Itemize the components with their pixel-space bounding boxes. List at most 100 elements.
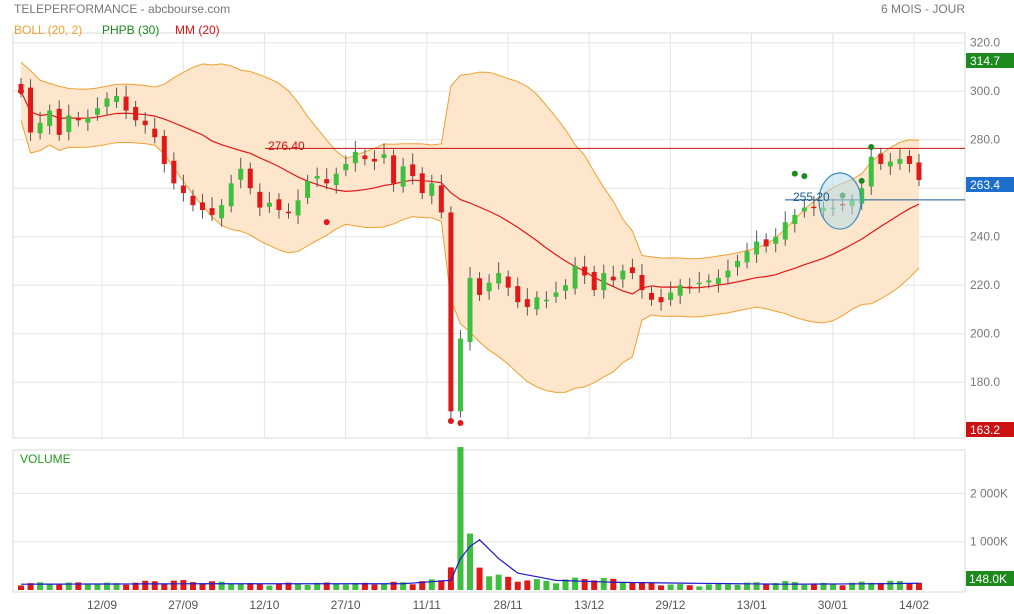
price-tick-label: 300.0: [970, 84, 1000, 98]
level-low-label: 255.20: [793, 190, 830, 204]
volume-bar: [199, 583, 206, 590]
candle-body: [496, 273, 502, 284]
volume-bar: [256, 583, 263, 590]
candle-body: [85, 117, 91, 123]
candle-body: [859, 188, 865, 204]
candle-body: [371, 158, 377, 162]
volume-bar: [275, 583, 282, 590]
volume-bar: [400, 582, 407, 590]
candle-body: [801, 207, 807, 212]
volume-bar: [467, 533, 473, 590]
volume-bar: [610, 578, 617, 590]
min-price-value: 163.2: [970, 423, 1000, 437]
phpb-marker: [868, 143, 875, 150]
volume-bar: [839, 585, 846, 590]
date-axis: 12/09 27/09 12/10 27/10 11/11 28/11 13/12 29/12…: [87, 598, 929, 612]
volume-bar: [486, 576, 493, 590]
candle-body: [477, 278, 483, 295]
candle-body: [467, 277, 473, 343]
candle-body: [343, 163, 349, 171]
volume-average: [20, 538, 920, 585]
candle-body: [668, 292, 674, 301]
period-label[interactable]: 6 MOIS - JOUR: [881, 2, 965, 16]
volume-bar: [906, 583, 913, 590]
volume-bar: [103, 582, 110, 590]
candle-body: [916, 162, 922, 180]
phpb-marker: [323, 219, 330, 226]
volume-bar: [428, 579, 435, 590]
candle-body: [266, 202, 272, 207]
candle-body: [400, 166, 406, 187]
date-tick-label: 28/11: [493, 598, 522, 612]
volume-bar: [132, 582, 139, 590]
candle-body: [209, 208, 215, 215]
candle-body: [725, 270, 731, 278]
volume-bar: [27, 583, 34, 590]
volume-bar: [715, 583, 722, 590]
volume-bar: [323, 582, 330, 590]
volume-bar: [247, 582, 254, 590]
candle-body: [515, 286, 521, 303]
volume-bar: [94, 584, 101, 590]
volume-label: VOLUME: [20, 452, 71, 466]
legend-phpb: PHPB (30): [102, 23, 159, 37]
candle-body: [56, 108, 62, 135]
candle-body: [687, 286, 693, 289]
volume-bar: [151, 581, 158, 590]
volume-bar: [361, 582, 368, 590]
volume-bar: [37, 582, 44, 590]
candle-body: [572, 265, 578, 289]
volume-bar: [868, 582, 875, 590]
candle-body: [887, 161, 893, 167]
candle-body: [773, 236, 779, 244]
volume-bar: [228, 584, 235, 590]
candle-body: [601, 273, 607, 291]
candle-body: [276, 199, 282, 211]
candle-body: [610, 276, 616, 281]
volume-bar: [390, 581, 397, 590]
candle-body: [75, 118, 81, 121]
legend-boll: BOLL (20, 2): [14, 23, 82, 37]
volume-bar: [533, 579, 540, 590]
volume-bar: [896, 581, 903, 590]
volume-bar: [514, 581, 521, 590]
volume-bar: [46, 583, 53, 590]
volume-bar: [237, 583, 244, 590]
volume-bar: [849, 582, 856, 590]
price-panel[interactable]: 276.40 255.20: [12, 32, 966, 592]
volume-bars: [18, 447, 922, 590]
phpb-marker: [801, 173, 808, 180]
candle-body: [37, 122, 43, 134]
volume-bar: [476, 567, 483, 590]
volume-bar: [705, 584, 712, 590]
date-tick-label: 27/09: [168, 598, 198, 612]
volume-bar: [619, 582, 626, 590]
max-price-badge: 314.7: [966, 53, 1014, 68]
candle-body: [639, 274, 645, 291]
legend-mm: MM (20): [175, 23, 220, 37]
candle-body: [47, 110, 53, 127]
volume-bar: [877, 582, 884, 590]
volume-bar: [266, 585, 273, 590]
volume-panel[interactable]: VOLUME: [12, 447, 966, 593]
candle-body: [505, 276, 511, 288]
candle-body: [553, 292, 559, 297]
candle-body: [285, 211, 291, 214]
candle-body: [629, 267, 635, 274]
candle-body: [94, 108, 100, 115]
volume-bar: [371, 584, 378, 590]
candle-body: [534, 297, 540, 310]
candle-body: [257, 191, 263, 208]
candle-body: [744, 251, 750, 263]
volume-bar: [409, 584, 416, 590]
candle-body: [419, 173, 425, 194]
date-tick-label: 12/09: [87, 598, 117, 612]
candle-body: [238, 168, 244, 180]
chart-title: TELEPERFORMANCE - abcbourse.com: [14, 2, 230, 16]
date-tick-label: 30/01: [818, 598, 848, 612]
candle-body: [219, 205, 225, 219]
candle-body: [123, 96, 129, 111]
volume-bar: [887, 580, 894, 590]
volume-bar: [56, 584, 63, 590]
